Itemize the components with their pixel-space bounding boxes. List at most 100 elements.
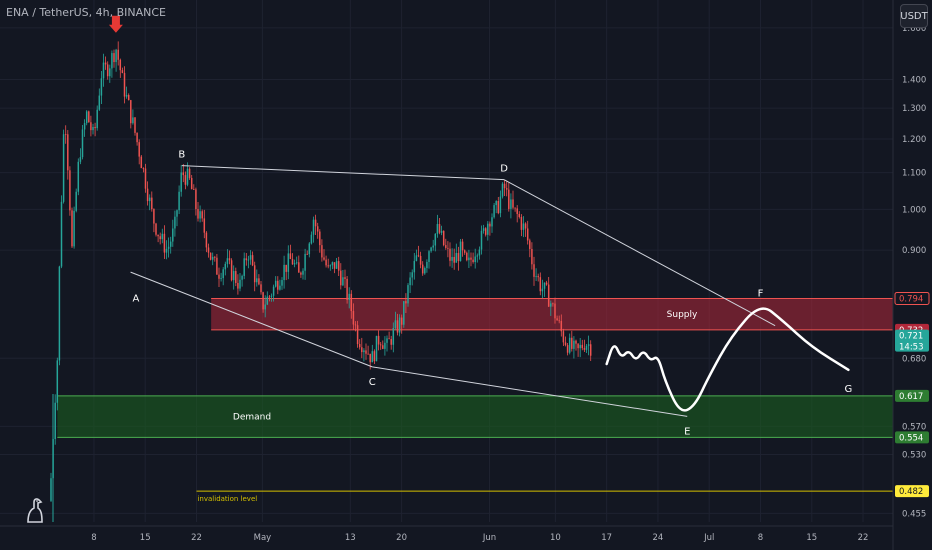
candle xyxy=(64,134,67,136)
candle xyxy=(289,253,292,259)
price-label: 0.794 xyxy=(899,294,923,304)
candle xyxy=(472,259,474,263)
x-tick-label: 22 xyxy=(191,533,202,543)
candle xyxy=(539,277,542,292)
currency-button[interactable]: USDT xyxy=(900,4,928,28)
candle xyxy=(358,344,361,348)
candle xyxy=(106,64,109,77)
candle xyxy=(146,188,149,202)
candle xyxy=(134,117,136,133)
candle xyxy=(88,111,90,123)
candle xyxy=(371,351,374,363)
tradingview-logo-icon[interactable] xyxy=(22,496,48,524)
candle xyxy=(424,268,426,274)
candle xyxy=(417,255,420,257)
candle xyxy=(531,248,533,265)
price-label-bg xyxy=(895,329,929,352)
candle xyxy=(310,234,313,244)
candle xyxy=(277,280,279,290)
candle xyxy=(199,211,201,219)
candle xyxy=(111,53,113,69)
candle xyxy=(169,241,172,247)
candle xyxy=(243,258,245,276)
x-tick-label: 10 xyxy=(550,533,561,543)
candle xyxy=(583,348,586,350)
candle xyxy=(123,72,126,97)
candle xyxy=(79,157,82,162)
candle xyxy=(253,265,256,283)
candle xyxy=(455,252,458,263)
x-tick-label: 24 xyxy=(653,533,664,543)
candle xyxy=(216,257,218,275)
candle xyxy=(165,248,168,253)
candle xyxy=(411,272,413,278)
trendline xyxy=(372,366,688,417)
candle xyxy=(508,189,510,209)
trendline xyxy=(503,179,776,327)
demand-zone xyxy=(57,395,893,438)
price-label-bg xyxy=(895,389,929,402)
candle xyxy=(533,264,535,277)
candle xyxy=(109,68,111,77)
candle xyxy=(518,213,521,217)
candle xyxy=(447,247,449,249)
candle xyxy=(157,234,159,237)
candle xyxy=(220,278,222,279)
candle xyxy=(142,168,145,169)
candle xyxy=(558,320,560,322)
price-label: 0.482 xyxy=(899,487,923,497)
candle xyxy=(291,258,294,265)
candle xyxy=(505,188,508,190)
candle xyxy=(144,168,147,189)
candle xyxy=(304,253,306,271)
candle xyxy=(211,256,214,260)
candle xyxy=(241,275,243,280)
candle xyxy=(268,296,271,298)
candle xyxy=(100,78,103,96)
candle xyxy=(203,218,206,233)
candle xyxy=(161,233,164,240)
candle xyxy=(312,219,315,235)
candle xyxy=(247,259,250,261)
candle xyxy=(136,132,138,143)
candle xyxy=(361,347,363,353)
candle xyxy=(495,201,497,206)
candle xyxy=(403,301,405,325)
candle xyxy=(245,258,248,261)
candle xyxy=(573,340,575,349)
price-label-bg xyxy=(895,431,929,444)
price-label: 0.721 xyxy=(899,332,923,342)
candle xyxy=(264,304,266,310)
x-tick-label: Jun xyxy=(482,533,496,543)
candle xyxy=(130,100,132,124)
candle xyxy=(405,301,407,304)
candle xyxy=(266,296,269,305)
candle xyxy=(474,256,476,263)
candle xyxy=(209,252,212,260)
candle xyxy=(543,282,546,289)
candle xyxy=(251,255,254,266)
y-tick-label: 0.900 xyxy=(902,246,926,256)
candle xyxy=(369,353,371,363)
candle xyxy=(201,211,203,219)
candle xyxy=(237,282,239,289)
price-label: 0.617 xyxy=(899,392,923,402)
candle xyxy=(104,62,107,65)
candle xyxy=(466,252,468,261)
candle xyxy=(566,345,569,353)
candle xyxy=(367,353,369,355)
candle xyxy=(493,205,495,218)
candle xyxy=(182,172,185,176)
candle xyxy=(529,240,531,249)
candle xyxy=(392,328,395,345)
y-tick-label: 1.300 xyxy=(902,104,926,114)
candle xyxy=(497,201,500,214)
candle xyxy=(428,251,430,262)
candle xyxy=(96,109,98,129)
candle xyxy=(274,280,277,287)
candle xyxy=(178,191,180,211)
candle xyxy=(340,270,342,286)
candle xyxy=(510,199,512,209)
